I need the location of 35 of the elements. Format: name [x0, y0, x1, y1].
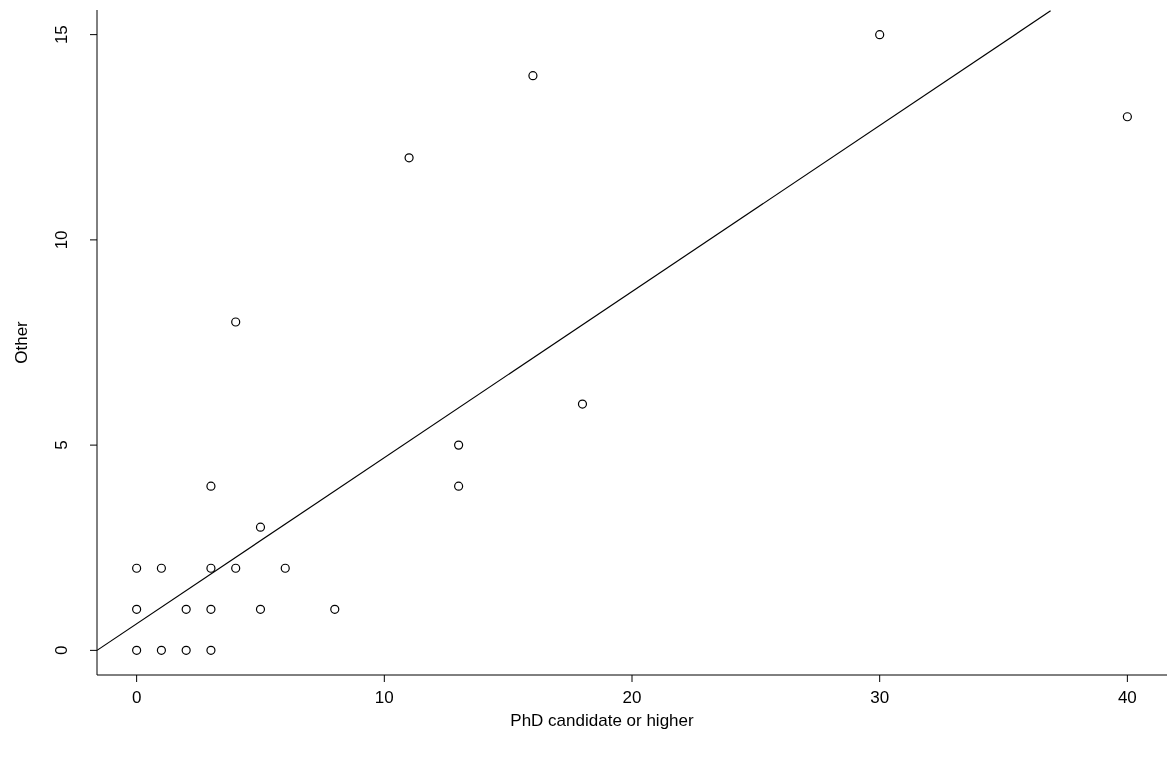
- point: [132, 645, 142, 655]
- x-tick-label: 0: [131, 688, 142, 707]
- point: [206, 481, 216, 491]
- point: [156, 645, 166, 655]
- point: [181, 604, 191, 614]
- point: [156, 563, 166, 573]
- y-tick-label: 10: [52, 230, 71, 250]
- point: [231, 563, 241, 573]
- point: [206, 645, 216, 655]
- y-tick-label: 15: [52, 25, 71, 45]
- point: [132, 563, 142, 573]
- point: [528, 71, 538, 81]
- point: [577, 399, 588, 409]
- point: [255, 522, 266, 532]
- point: [255, 604, 266, 614]
- point: [181, 645, 191, 655]
- point: [330, 604, 340, 614]
- point: [404, 153, 414, 163]
- point: [454, 481, 464, 491]
- point: [132, 604, 142, 614]
- point: [454, 440, 464, 450]
- y-axis-title: Other: [12, 320, 31, 364]
- y-tick-label: 0: [52, 645, 71, 656]
- point: [1122, 112, 1132, 122]
- x-tick-label: 10: [374, 688, 394, 707]
- x-tick-label: 30: [870, 688, 890, 707]
- x-tick-label: 40: [1117, 688, 1137, 707]
- y-tick-label: 5: [52, 440, 71, 450]
- point: [206, 563, 216, 573]
- point: [231, 317, 241, 327]
- x-axis-title: PhD candidate or higher: [510, 711, 695, 730]
- point: [206, 604, 216, 614]
- point: [280, 563, 290, 573]
- x-tick-label: 20: [622, 688, 642, 707]
- point: [875, 30, 885, 40]
